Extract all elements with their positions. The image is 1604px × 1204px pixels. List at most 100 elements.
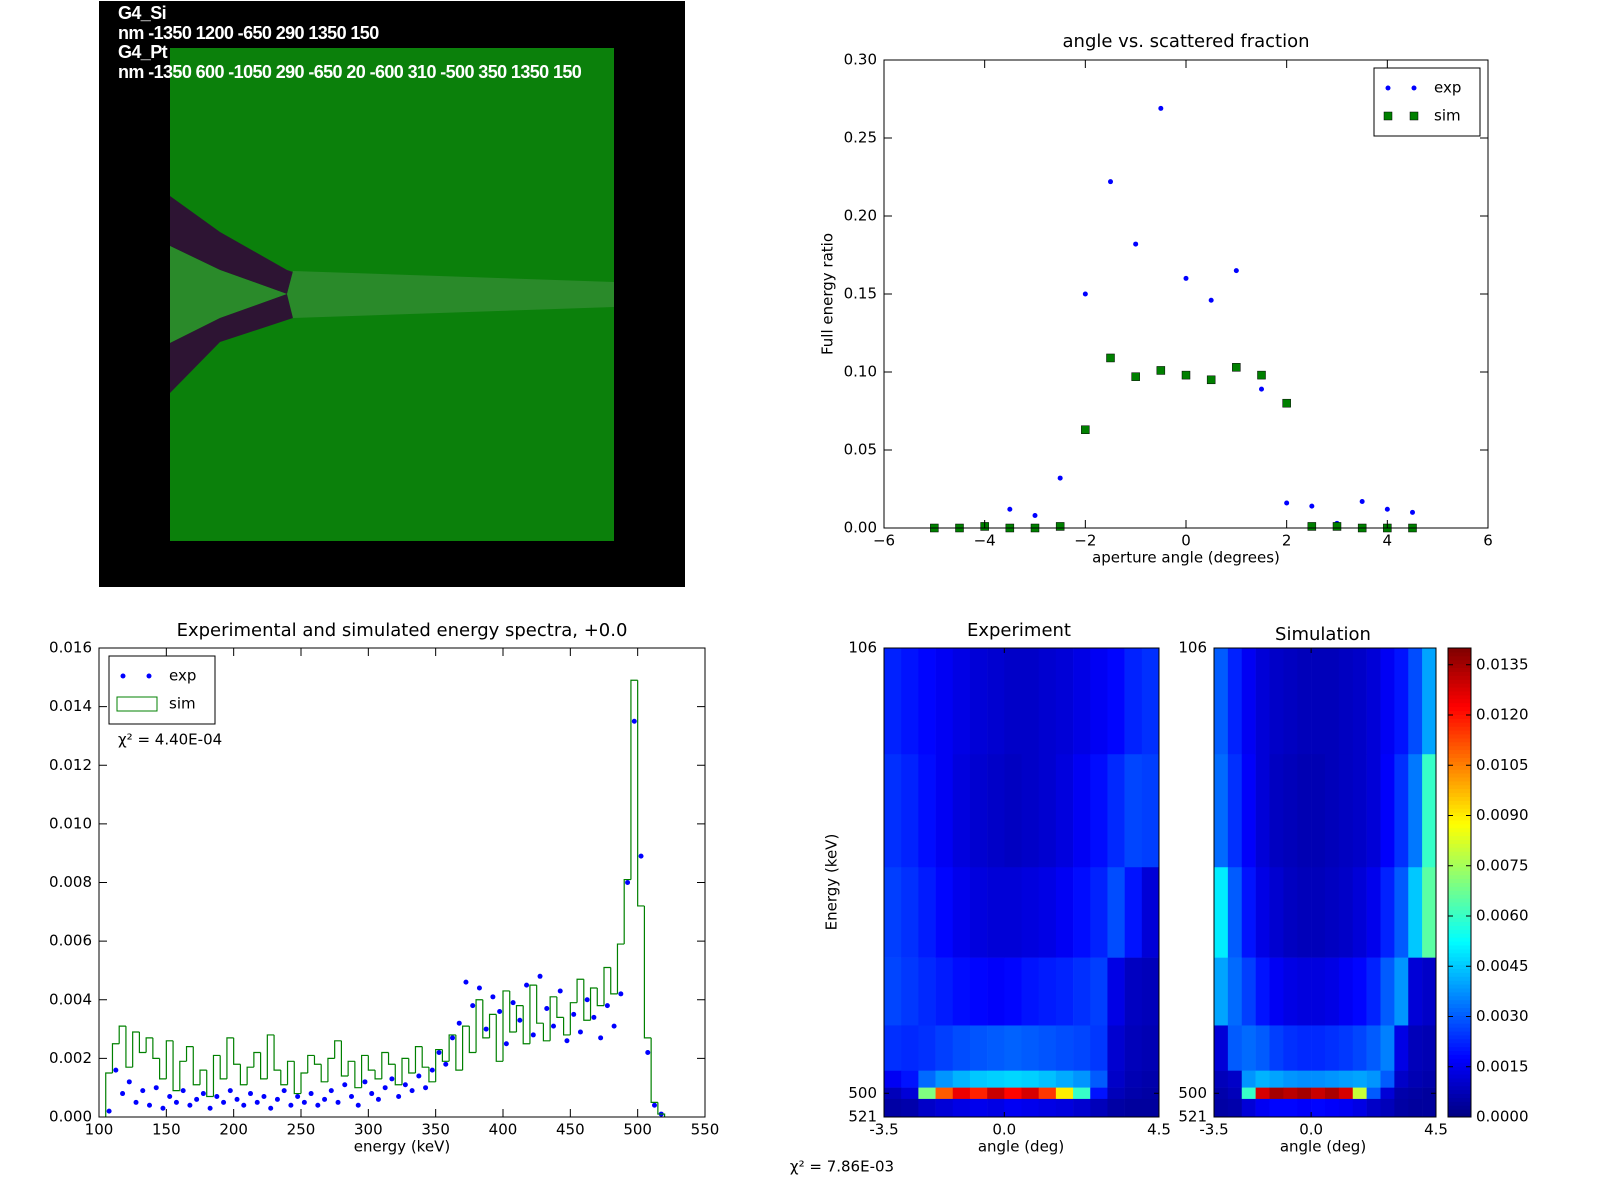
- colorbar-step: [1448, 1062, 1471, 1067]
- colorbar-step: [1448, 902, 1471, 907]
- colorbar-step: [1448, 988, 1471, 993]
- data-point: [254, 1099, 260, 1105]
- colorbar-step: [1448, 878, 1471, 883]
- x-axis-label: angle (deg): [978, 1138, 1064, 1156]
- heatmap-cell: [1038, 648, 1057, 755]
- data-point: [551, 1023, 556, 1029]
- data-point: [557, 988, 563, 994]
- heatmap-cell: [1021, 1025, 1039, 1071]
- colorbar-step: [1448, 769, 1471, 774]
- heatmap-cell: [1297, 1098, 1312, 1118]
- colorbar-step: [1448, 917, 1471, 923]
- y-tick-label: 0.15: [844, 285, 877, 303]
- data-point: [429, 1067, 435, 1073]
- colorbar-step: [1448, 905, 1471, 911]
- colorbar-step: [1448, 702, 1471, 708]
- colorbar-step: [1448, 679, 1471, 684]
- histogram-bin: [320, 1064, 328, 1083]
- histogram-bin: [630, 679, 638, 880]
- heatmap-cell: [901, 957, 919, 1026]
- histogram-bin: [616, 943, 625, 994]
- heatmap-cell: [1255, 867, 1270, 958]
- histogram-bin: [387, 1052, 396, 1065]
- x-tick-label: 550: [691, 1121, 720, 1139]
- histogram-bin: [233, 1037, 241, 1065]
- histogram-bin: [125, 1026, 133, 1068]
- histogram-bin: [253, 1051, 261, 1068]
- heatmap-cell: [952, 1070, 971, 1088]
- colorbar-step: [1448, 1027, 1471, 1032]
- data-point: [1158, 105, 1164, 111]
- histogram-bin: [549, 996, 557, 1041]
- heatmap-cell: [935, 754, 954, 868]
- data-point: [416, 1073, 422, 1079]
- heatmap-cell: [1141, 1070, 1160, 1088]
- colorbar-step: [1448, 898, 1471, 903]
- colorbar-step: [1448, 945, 1471, 950]
- heatmap-cell: [1090, 1025, 1108, 1071]
- histogram-bin: [394, 1064, 402, 1086]
- colorbar-step: [1448, 819, 1471, 825]
- colorbar-step: [1448, 995, 1471, 1001]
- heatmap-cell: [1124, 957, 1143, 1026]
- histogram-bin: [239, 1064, 248, 1086]
- heatmap-cell: [1055, 957, 1074, 1026]
- histogram-bin: [159, 1058, 167, 1080]
- heatmap-cell: [1038, 867, 1057, 958]
- colorbar-step: [1448, 851, 1471, 856]
- heatmap-cell: [1352, 1070, 1367, 1088]
- heatmap-cell: [1422, 754, 1437, 868]
- heatmap-cell: [987, 867, 1005, 958]
- heatmap-cell: [1227, 754, 1243, 868]
- data-point: [1309, 503, 1315, 509]
- colorbar-step: [1448, 870, 1471, 876]
- data-point: [1284, 500, 1290, 506]
- heatmap-cell: [1107, 957, 1125, 1026]
- heatmap-cell: [1422, 1070, 1437, 1088]
- colorbar-step: [1448, 1019, 1471, 1024]
- heatmap-cell: [1311, 957, 1326, 1026]
- colorbar-step: [1448, 792, 1471, 798]
- colorbar-tick-label: 0.0030: [1476, 1007, 1529, 1025]
- data-point: [167, 1093, 173, 1099]
- histogram-bin: [226, 1037, 234, 1079]
- heatmap-cell: [1311, 1070, 1326, 1088]
- legend-box: [108, 655, 216, 725]
- histogram-bin: [307, 1054, 315, 1074]
- histogram-bin: [313, 1055, 322, 1065]
- legend-label: sim: [1434, 107, 1461, 125]
- heatmap-cell: [1038, 957, 1057, 1026]
- colorbar-step: [1448, 1093, 1471, 1098]
- heatmap-cell: [1366, 1098, 1381, 1118]
- heatmap-cell: [987, 957, 1005, 1026]
- colorbar-tick-label: 0.0090: [1476, 806, 1529, 824]
- histogram-bin: [401, 1057, 409, 1085]
- data-point: [120, 1091, 126, 1097]
- heatmap-cell: [1366, 957, 1381, 1026]
- histogram-bin: [327, 1057, 335, 1082]
- data-point: [517, 1017, 523, 1023]
- histogram-bin: [502, 990, 510, 1062]
- heatmap-cell: [1004, 1098, 1022, 1118]
- colorbar-tick-label: 0.0120: [1476, 706, 1529, 724]
- heatmap-cell: [1214, 1087, 1229, 1100]
- data-point: [423, 1085, 429, 1091]
- data-point: [113, 1067, 119, 1073]
- heatmap-cell: [1394, 1098, 1409, 1118]
- histogram-bin: [536, 985, 544, 1024]
- y-tick-label: 500: [848, 1084, 877, 1102]
- colorbar-step: [1448, 933, 1471, 938]
- heatmap-cell: [1311, 1098, 1326, 1118]
- x-tick-label: -3.5: [869, 1121, 898, 1139]
- heatmap-cell: [1325, 1070, 1340, 1088]
- histogram-bin: [347, 1060, 355, 1076]
- heatmap-cell: [1241, 1070, 1256, 1088]
- colorbar-step: [1448, 1113, 1471, 1118]
- colorbar-step: [1448, 1015, 1471, 1020]
- histogram-bin: [589, 987, 598, 1021]
- heatmap-cell: [1004, 957, 1022, 1026]
- histogram-bin: [111, 1043, 120, 1074]
- histogram-bin: [280, 1070, 288, 1086]
- data-point: [483, 1026, 489, 1032]
- chart-title: Simulation: [1275, 624, 1371, 645]
